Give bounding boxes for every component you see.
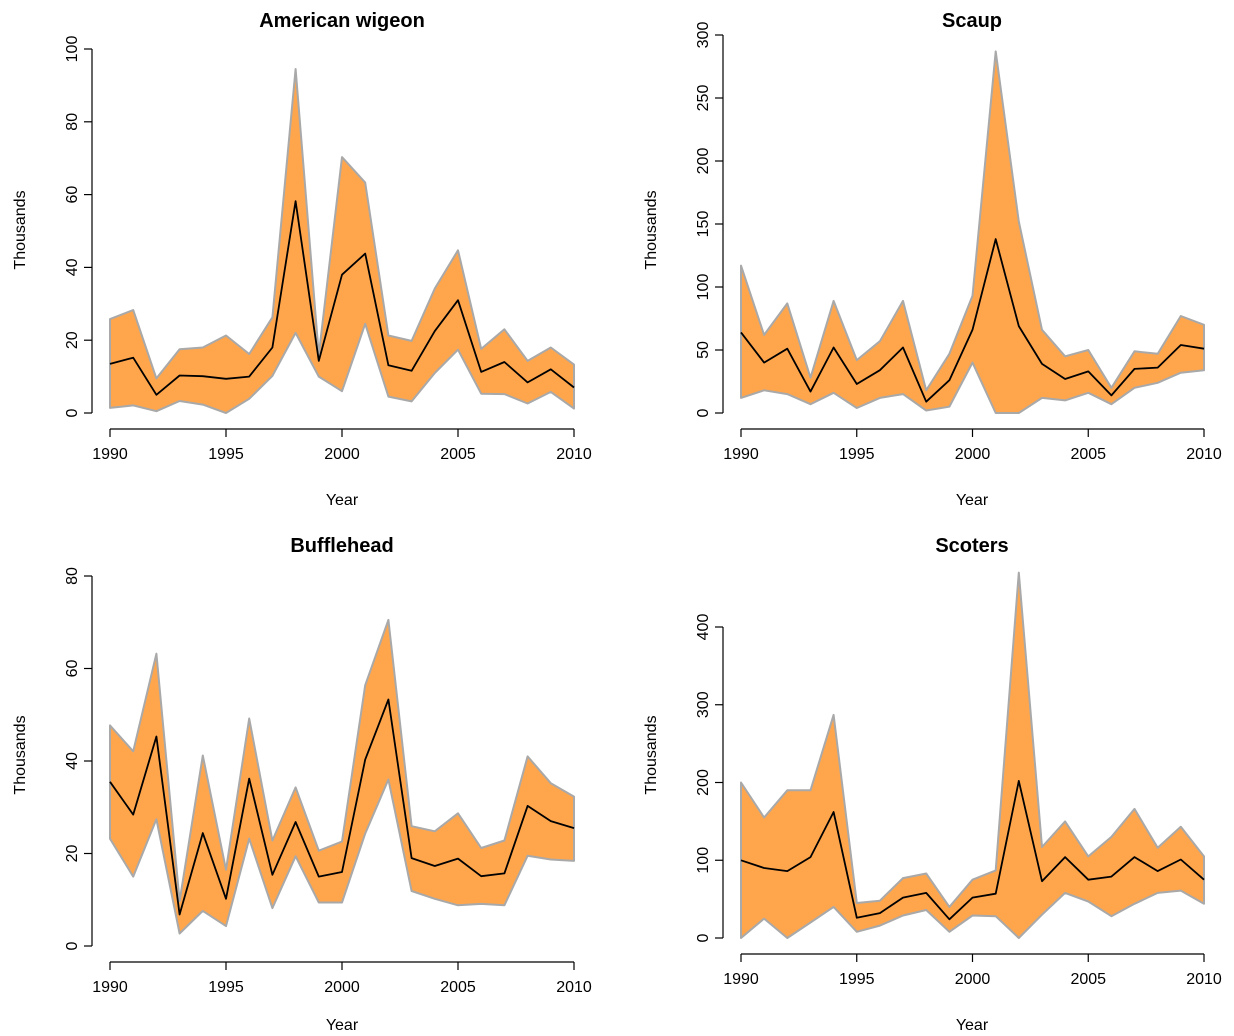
x-axis-label: Year — [956, 492, 989, 509]
x-tick-label: 2005 — [1070, 971, 1106, 988]
y-tick-label: 50 — [695, 341, 712, 359]
x-tick-label: 1990 — [723, 971, 759, 988]
y-tick-label: 100 — [695, 274, 712, 301]
x-tick-label: 1995 — [208, 446, 244, 463]
y-tick-label: 80 — [64, 567, 81, 585]
chart-title: Scaup — [942, 10, 1002, 32]
panel-scaup: 1990 1995 2000 2005 2010 0 50 100 150 200 250 300 S… — [643, 10, 1222, 509]
y-tick-label: 100 — [695, 847, 712, 874]
y-tick-label: 60 — [64, 186, 81, 204]
confidence-band — [109, 618, 575, 935]
y-tick-label: 200 — [695, 769, 712, 796]
y-tick-label: 20 — [64, 331, 81, 349]
x-tick-label: 2000 — [955, 971, 991, 988]
x-axis-label: Year — [326, 1017, 359, 1034]
x-tick-label: 1995 — [839, 446, 875, 463]
x-tick-label: 2005 — [440, 446, 476, 463]
y-tick-label: 40 — [64, 258, 81, 276]
chart-title: Bufflehead — [290, 535, 393, 557]
panel-american-wigeon: 1990 1995 2000 2005 2010 0 20 40 60 80 100 America… — [12, 10, 592, 509]
panel-scoters: 1990 1995 2000 2005 2010 0 100 200 300 400 Scoter… — [643, 535, 1222, 1034]
x-axis-label: Year — [956, 1017, 989, 1034]
y-axis-label: Thousands — [12, 715, 29, 794]
y-tick-label: 150 — [695, 211, 712, 238]
estimate-line — [740, 780, 1205, 921]
plot-area: 1990 1995 2000 2005 2010 0 20 40 60 80 — [64, 567, 592, 996]
plot-area: 1990 1995 2000 2005 2010 0 20 40 60 80 100 — [64, 36, 592, 463]
y-tick-label: 80 — [64, 113, 81, 131]
x-tick-label: 2010 — [1186, 446, 1222, 463]
estimate-line — [109, 698, 575, 916]
y-tick-label: 0 — [64, 941, 81, 950]
y-axis-label: Thousands — [643, 715, 660, 794]
confidence-band — [109, 68, 575, 414]
x-tick-label: 2000 — [324, 979, 360, 996]
y-tick-label: 300 — [695, 691, 712, 718]
x-tick-label: 1990 — [723, 446, 759, 463]
y-tick-label: 40 — [64, 752, 81, 770]
y-axis-label: Thousands — [12, 190, 29, 269]
y-tick-label: 0 — [64, 408, 81, 417]
y-tick-label: 400 — [695, 614, 712, 641]
y-tick-label: 0 — [695, 933, 712, 942]
x-tick-label: 1990 — [92, 979, 128, 996]
y-tick-label: 20 — [64, 845, 81, 863]
plot-area: 1990 1995 2000 2005 2010 0 100 200 300 400 — [695, 571, 1222, 988]
panel-bufflehead: 1990 1995 2000 2005 2010 0 20 40 60 80 Bufflehead… — [12, 535, 592, 1034]
x-tick-label: 2005 — [1070, 446, 1106, 463]
x-axis-label: Year — [326, 492, 359, 509]
x-tick-label: 2010 — [1186, 971, 1222, 988]
estimate-line — [109, 200, 575, 396]
x-tick-label: 2000 — [324, 446, 360, 463]
x-tick-label: 1995 — [208, 979, 244, 996]
x-tick-label: 2005 — [440, 979, 476, 996]
x-tick-label: 1990 — [92, 446, 128, 463]
confidence-band — [740, 50, 1205, 414]
estimate-line — [740, 238, 1205, 403]
confidence-band — [740, 571, 1205, 939]
y-tick-label: 60 — [64, 660, 81, 678]
x-tick-label: 1995 — [839, 971, 875, 988]
plot-area: 1990 1995 2000 2005 2010 0 50 100 150 200 250 300 — [695, 22, 1222, 463]
x-tick-label: 2010 — [556, 979, 592, 996]
y-tick-label: 250 — [695, 85, 712, 112]
y-tick-label: 100 — [64, 36, 81, 63]
y-axis-label: Thousands — [643, 190, 660, 269]
chart-title: American wigeon — [259, 10, 425, 32]
x-tick-label: 2010 — [556, 446, 592, 463]
y-tick-label: 0 — [695, 408, 712, 417]
chart-title: Scoters — [935, 535, 1008, 557]
y-tick-label: 200 — [695, 148, 712, 175]
x-tick-label: 2000 — [955, 446, 991, 463]
y-tick-label: 300 — [695, 22, 712, 49]
